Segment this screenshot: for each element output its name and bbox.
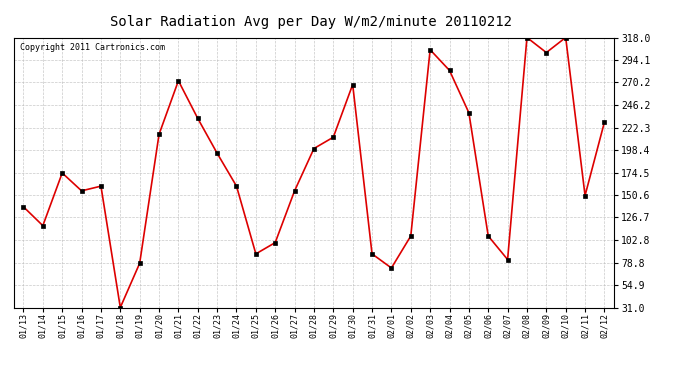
Text: Copyright 2011 Cartronics.com: Copyright 2011 Cartronics.com (20, 43, 165, 52)
Text: Solar Radiation Avg per Day W/m2/minute 20110212: Solar Radiation Avg per Day W/m2/minute … (110, 15, 511, 29)
